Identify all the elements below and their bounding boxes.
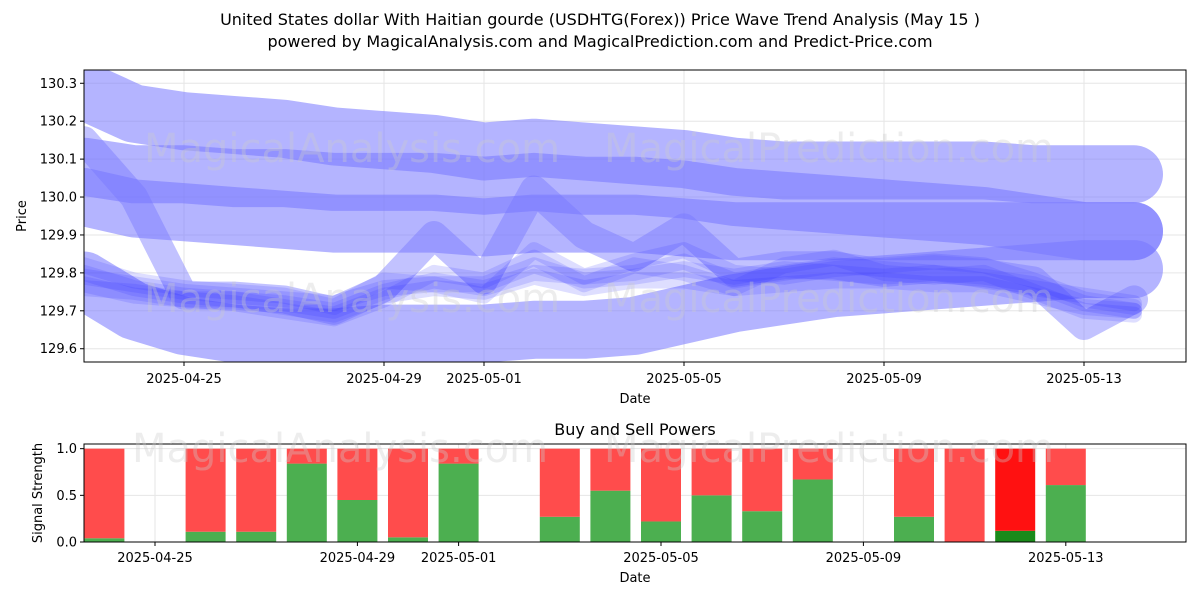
sell-power-bar — [944, 448, 985, 542]
sell-power-bar — [1045, 448, 1086, 486]
buy-power-bar — [388, 537, 428, 542]
buy-power-bar — [641, 521, 681, 542]
price-wave-line — [84, 242, 1142, 315]
price-wave-line — [84, 257, 1142, 312]
sell-power-bar — [337, 448, 378, 500]
price-y-tick-label: 129.9 — [40, 228, 77, 243]
sell-power-bar — [388, 448, 428, 538]
power-x-axis-label: Date — [619, 571, 650, 586]
buy-power-bar — [84, 538, 125, 542]
chart-subtitle: powered by MagicalAnalysis.com and Magic… — [267, 32, 933, 51]
buy-power-bar — [185, 531, 226, 542]
sell-power-bar — [236, 448, 277, 532]
buy-power-bar — [236, 531, 277, 542]
price-wave-line — [84, 268, 1142, 323]
buy-power-bar — [742, 511, 783, 542]
price-x-tick-label: 2025-05-05 — [646, 372, 722, 387]
sell-power-bar — [539, 448, 580, 517]
price-x-tick-label: 2025-05-13 — [1046, 372, 1122, 387]
price-wave-line — [84, 249, 1142, 327]
watermark-left: MagicalAnalysis.com — [144, 126, 560, 172]
buy-power-bar — [691, 495, 732, 542]
buy-power-bar — [894, 516, 934, 542]
watermark-right: MagicalPrediction.com — [604, 426, 1054, 472]
buy-power-bar — [539, 516, 580, 542]
price-x-tick-label: 2025-05-01 — [446, 372, 522, 387]
sell-power-bar — [691, 448, 732, 496]
power-y-axis-label: Signal Strength — [31, 443, 46, 543]
watermark-left: MagicalAnalysis.com — [132, 426, 548, 472]
sell-power-bar — [185, 448, 226, 532]
price-y-tick-label: 129.6 — [40, 342, 77, 357]
price-x-tick-label: 2025-05-09 — [846, 372, 922, 387]
price-plot-frame — [83, 69, 1187, 363]
price-wave-line — [84, 253, 1142, 319]
watermark-left: MagicalAnalysis.com — [144, 276, 560, 322]
power-y-tick-label: 1.0 — [56, 442, 77, 457]
sell-power-bar — [641, 448, 681, 522]
price-y-tick-label: 130.1 — [40, 153, 77, 168]
power-x-tick-label: 2025-05-09 — [826, 551, 902, 566]
price-y-tick-label: 129.7 — [40, 304, 77, 319]
buy-power-bar — [337, 500, 378, 542]
sell-power-bar — [894, 448, 934, 517]
power-x-tick-label: 2025-04-25 — [117, 551, 193, 566]
buy-power-bar — [286, 463, 327, 542]
power-x-tick-label: 2025-05-01 — [421, 551, 497, 566]
sell-power-bar — [792, 448, 833, 480]
watermark-right: MagicalPrediction.com — [604, 276, 1054, 322]
sell-power-bar — [84, 448, 125, 539]
buy-power-bar — [1045, 485, 1086, 542]
price-spike-line — [84, 126, 1148, 340]
sell-power-bar — [438, 448, 479, 464]
power-x-tick-label: 2025-05-13 — [1028, 551, 1104, 566]
buy-power-bar — [590, 490, 631, 542]
sell-power-bar — [590, 448, 631, 491]
power-chart-title: Buy and Sell Powers — [554, 420, 716, 439]
price-wave-band — [84, 240, 1163, 362]
sell-power-bar — [995, 448, 1036, 531]
sell-power-bar — [742, 448, 783, 512]
price-y-tick-label: 129.8 — [40, 266, 77, 281]
power-x-tick-label: 2025-04-29 — [320, 551, 396, 566]
buy-power-bar — [438, 463, 479, 542]
price-y-tick-label: 130.0 — [40, 191, 77, 206]
price-wave-band — [84, 137, 1163, 261]
price-series-group — [84, 70, 1163, 362]
sell-power-bar — [286, 448, 327, 464]
power-plot-frame — [83, 443, 1187, 543]
power-y-tick-label: 0.0 — [56, 536, 77, 551]
price-y-tick-label: 130.2 — [40, 115, 77, 130]
price-wave-band — [84, 70, 1163, 204]
power-x-tick-label: 2025-05-05 — [623, 551, 699, 566]
buy-power-bar — [792, 479, 833, 542]
price-x-axis-label: Date — [619, 392, 650, 407]
buy-power-bar — [995, 530, 1036, 542]
power-y-tick-label: 0.5 — [56, 489, 77, 504]
price-x-tick-label: 2025-04-25 — [146, 372, 222, 387]
watermark-right: MagicalPrediction.com — [604, 126, 1054, 172]
price-x-tick-label: 2025-04-29 — [346, 372, 422, 387]
price-y-tick-label: 130.3 — [40, 77, 77, 92]
price-y-axis-label: Price — [15, 200, 30, 232]
chart-title: United States dollar With Haitian gourde… — [220, 10, 980, 29]
